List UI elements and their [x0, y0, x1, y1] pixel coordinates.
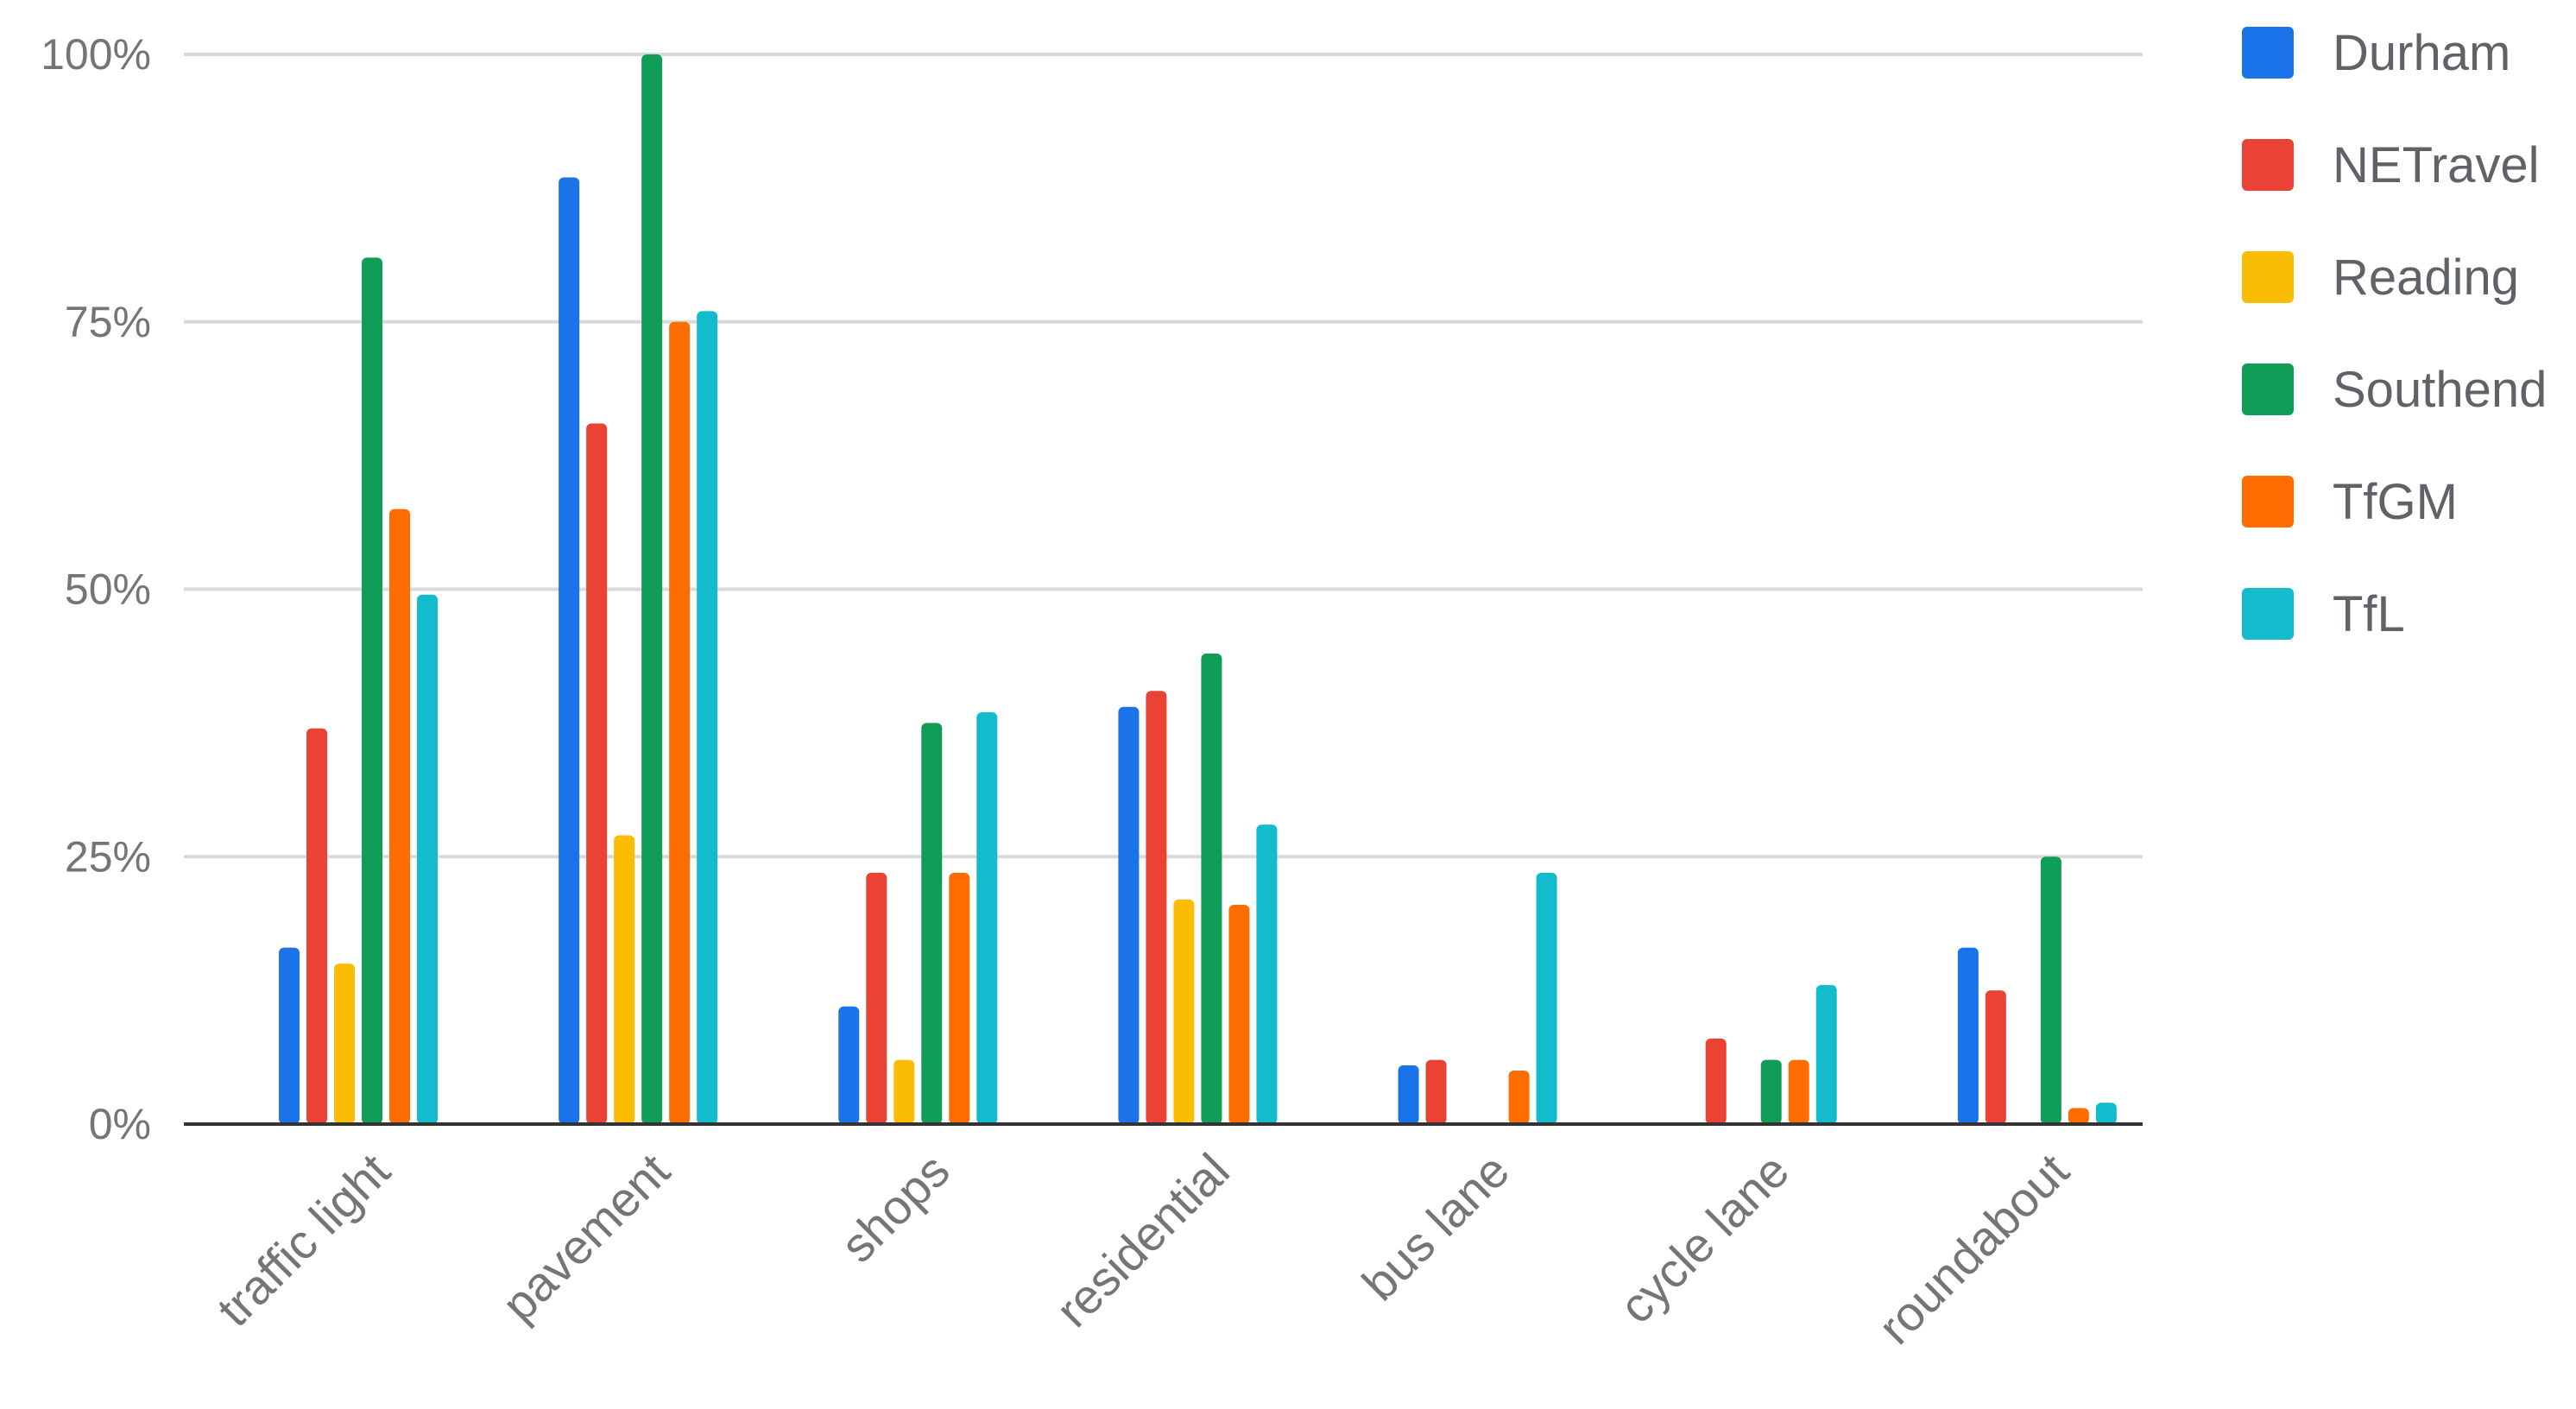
x-tick-label: residential: [1045, 1143, 1240, 1337]
bar-southend-traffic-light: [362, 257, 382, 1124]
bar-tfgm-roundabout: [2068, 1108, 2089, 1124]
bar-tfl-pavement: [697, 311, 718, 1124]
x-tick-label: pavement: [491, 1143, 680, 1332]
bars: [279, 54, 2117, 1125]
bar-tfgm-pavement: [669, 321, 691, 1124]
bar-durham-bus-lane: [1398, 1065, 1419, 1124]
x-tick-label: cycle lane: [1609, 1143, 1800, 1334]
legend-swatch-netravel: [2242, 139, 2294, 191]
x-tick-label: traffic light: [206, 1143, 401, 1337]
bar-netravel-cycle-lane: [1705, 1038, 1727, 1124]
legend-label-reading: Reading: [2333, 250, 2519, 306]
bar-durham-traffic-light: [279, 947, 300, 1124]
bar-netravel-traffic-light: [306, 728, 327, 1124]
bar-reading-traffic-light: [334, 964, 355, 1124]
bar-southend-pavement: [641, 54, 663, 1124]
bar-southend-shops: [921, 723, 943, 1124]
bar-netravel-residential: [1146, 691, 1167, 1124]
legend-swatch-reading: [2242, 251, 2294, 303]
x-tick-label: bus lane: [1352, 1143, 1519, 1311]
legend-label-tfl: TfL: [2333, 586, 2405, 642]
bar-reading-pavement: [614, 835, 635, 1124]
bar-durham-pavement: [559, 177, 580, 1125]
bar-netravel-roundabout: [1985, 990, 2006, 1124]
bar-netravel-shops: [866, 872, 887, 1124]
legend-label-tfgm: TfGM: [2333, 474, 2458, 530]
bar-southend-cycle-lane: [1760, 1059, 1782, 1124]
bar-tfl-shops: [976, 711, 998, 1124]
bar-tfl-bus-lane: [1536, 872, 1557, 1124]
bar-tfgm-bus-lane: [1508, 1071, 1530, 1124]
bar-southend-residential: [1201, 653, 1222, 1124]
legend-label-southend: Southend: [2333, 362, 2547, 418]
y-tick-label: 100%: [41, 30, 151, 79]
bar-netravel-pavement: [586, 423, 608, 1125]
legend-swatch-tfl: [2242, 588, 2294, 640]
x-tick-label: shops: [830, 1143, 960, 1273]
bar-durham-shops: [838, 1006, 860, 1124]
y-tick-label: 50%: [65, 565, 151, 614]
bar-durham-roundabout: [1957, 947, 1979, 1124]
bar-tfl-residential: [1256, 825, 1278, 1124]
bar-tfl-roundabout: [2095, 1103, 2117, 1124]
legend-swatch-tfgm: [2242, 476, 2294, 528]
y-tick-label: 25%: [65, 832, 151, 881]
legend-label-durham: Durham: [2333, 25, 2510, 81]
bar-tfgm-cycle-lane: [1788, 1059, 1809, 1124]
bar-tfl-cycle-lane: [1815, 984, 1837, 1124]
bar-netravel-bus-lane: [1425, 1059, 1447, 1124]
legend-swatch-durham: [2242, 27, 2294, 79]
bar-tfl-traffic-light: [417, 594, 438, 1124]
legend-swatch-southend: [2242, 363, 2294, 415]
axes: 0% 25% 50% 75% 100% traffic light pavement shop…: [41, 30, 2143, 1355]
bar-tfgm-traffic-light: [389, 509, 410, 1124]
x-tick-label: roundabout: [1867, 1143, 2079, 1355]
bar-southend-roundabout: [2040, 856, 2061, 1124]
bar-durham-residential: [1118, 706, 1140, 1124]
bar-reading-residential: [1173, 899, 1195, 1124]
legend: Durham NETravel Reading Southend TfGM TfL: [2242, 25, 2547, 642]
bar-reading-shops: [893, 1059, 915, 1124]
bar-tfgm-shops: [949, 872, 970, 1124]
y-tick-label: 75%: [65, 298, 151, 346]
bar-tfgm-residential: [1228, 905, 1250, 1124]
legend-label-netravel: NETravel: [2333, 137, 2540, 193]
y-tick-label: 0%: [89, 1100, 151, 1148]
